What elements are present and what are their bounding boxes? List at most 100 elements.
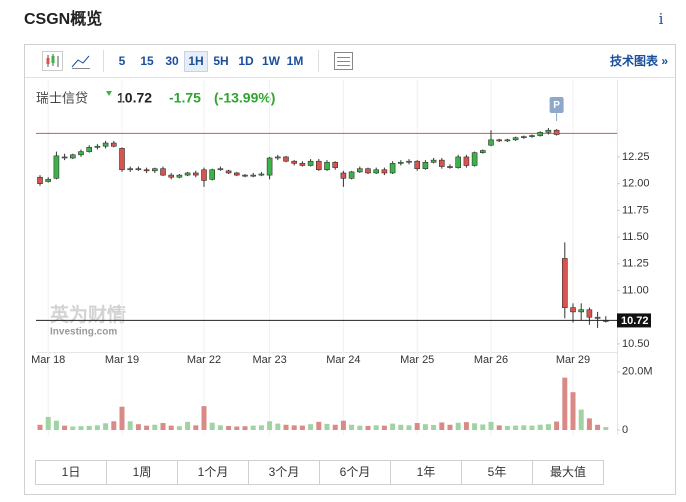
volume-bar [176, 426, 182, 430]
volume-bar [37, 424, 43, 430]
interval[interactable]: 5H [213, 54, 228, 68]
candle-body [381, 169, 388, 174]
candle-body [373, 169, 380, 174]
line-icon[interactable] [71, 55, 90, 68]
volume-bar [324, 423, 330, 430]
period-label[interactable]: 3个月 [269, 465, 300, 479]
volume-bar [242, 426, 248, 430]
candle-body [397, 161, 404, 164]
candle-body [160, 168, 166, 176]
period-button[interactable] [35, 460, 107, 485]
interval[interactable]: 5 [119, 54, 126, 68]
volume-tick-label: 0 [622, 424, 628, 436]
candle-body [545, 129, 552, 133]
candle-body [176, 174, 183, 178]
volume-bar [185, 421, 191, 430]
period-button[interactable] [532, 460, 604, 485]
candle-body [570, 307, 576, 313]
period-label[interactable]: 1个月 [198, 465, 229, 479]
candle-body [553, 129, 560, 135]
candle-body [307, 160, 314, 166]
last-price-label: 10.72 [621, 315, 649, 327]
candle-body [234, 172, 240, 176]
period-button[interactable] [106, 460, 178, 485]
x-tick-label: Mar 23 [252, 354, 286, 366]
x-tick-label: Mar 25 [400, 354, 434, 366]
volume-bar [480, 424, 486, 430]
y-tick-label: 12.00 [622, 178, 650, 190]
volume-bar [381, 425, 387, 430]
interval[interactable]: 1M [287, 54, 304, 68]
volume-bar [258, 425, 264, 430]
period-button[interactable] [461, 460, 533, 485]
technical-chart-link[interactable]: 技术图表 » [610, 53, 668, 68]
event-marker-label[interactable]: P [553, 100, 560, 111]
interval-active[interactable] [184, 51, 208, 72]
candle-glyph-body [46, 58, 50, 64]
volume-bar [545, 424, 551, 430]
x-tick-label: Mar 19 [105, 354, 139, 366]
volume-bar [529, 425, 535, 430]
candle-body [340, 172, 347, 179]
candle-body [225, 170, 232, 174]
volume-bar [291, 425, 297, 430]
candle-body [193, 172, 199, 176]
y-tick-label: 10.50 [622, 338, 650, 350]
event-marker[interactable] [549, 97, 564, 113]
y-tick-label: 11.50 [622, 231, 649, 243]
volume-bar [504, 425, 510, 430]
candle-body [430, 159, 437, 163]
volume-bar [103, 423, 109, 430]
period-button[interactable] [390, 460, 462, 485]
info-button[interactable] [650, 8, 672, 30]
last-price-box [617, 313, 651, 328]
y-tick-label: 11.25 [622, 258, 649, 270]
period-button[interactable] [177, 460, 249, 485]
down-arrow [106, 91, 112, 96]
volume-bar [357, 425, 363, 430]
interval[interactable]: 15 [140, 54, 154, 68]
x-tick-label: Mar 18 [31, 354, 65, 366]
candle-body [168, 174, 174, 178]
volume-bar [340, 420, 346, 430]
candle-body [291, 160, 298, 164]
period-label[interactable]: 5年 [488, 465, 507, 479]
interval[interactable]: 30 [165, 54, 179, 68]
candle-body [274, 156, 281, 159]
y-tick-label: 11.00 [622, 284, 649, 296]
volume-bar [414, 423, 420, 430]
period-label[interactable]: 1日 [62, 465, 81, 479]
volume-bar [463, 422, 469, 430]
interval[interactable]: 1D [238, 54, 254, 68]
volume-bar [135, 424, 141, 430]
interval[interactable]: 1H [188, 54, 203, 68]
candle-body [324, 161, 330, 171]
candle-body [266, 157, 273, 176]
period-label[interactable]: 最大值 [550, 464, 586, 479]
volume-bar [488, 421, 494, 430]
candle-body [463, 156, 470, 166]
period-label[interactable]: 1周 [133, 465, 152, 479]
candle-body [529, 135, 535, 137]
candle-body [365, 168, 371, 174]
volume-bar [78, 426, 84, 430]
candle-body [594, 316, 601, 319]
period-label[interactable]: 6个月 [340, 465, 371, 479]
candle-body [504, 139, 511, 142]
period-button[interactable] [248, 460, 320, 485]
candle-body [250, 174, 256, 177]
table-glyph [337, 57, 350, 66]
volume-bar [45, 416, 51, 430]
volume-bar [595, 424, 601, 430]
period-button[interactable] [319, 460, 391, 485]
volume-bar [152, 424, 158, 430]
period-label[interactable]: 1年 [417, 465, 436, 479]
volume-bar [283, 424, 289, 430]
info-icon[interactable]: i [659, 10, 664, 28]
candle-body [201, 169, 207, 181]
candle-body [242, 174, 248, 177]
candle-body [152, 168, 158, 172]
candle-glyph-body [51, 56, 55, 63]
interval[interactable]: 1W [262, 54, 281, 68]
